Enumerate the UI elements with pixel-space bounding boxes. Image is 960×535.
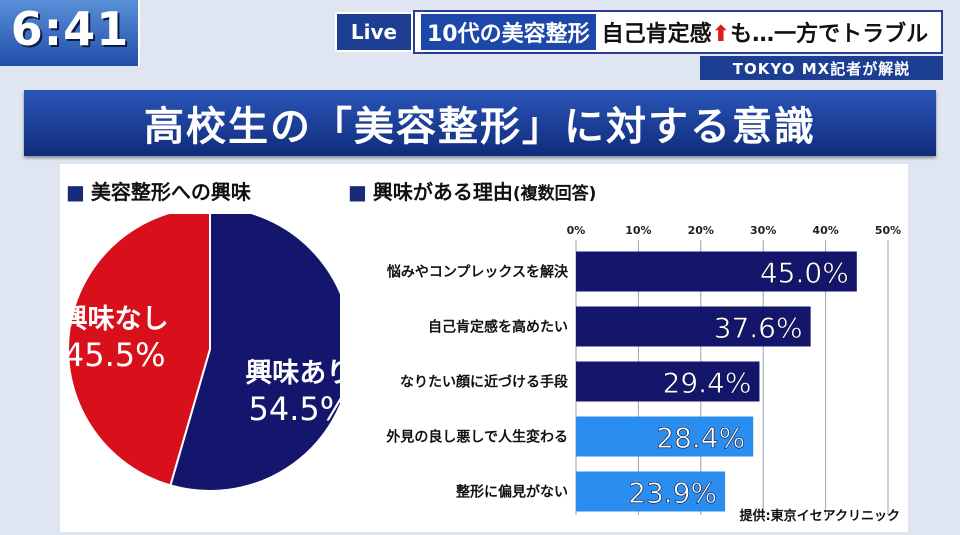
bar-chart: 0% 10% 20% 30% 40% 50% 悩みやコンプレックスを解決 45.0% 自己肯定感… xyxy=(386,224,901,515)
x-tick-label: 40% xyxy=(812,224,838,237)
bar-value-label: 45.0% xyxy=(760,257,849,290)
bar-value-label: 29.4% xyxy=(663,367,752,400)
pie-slice-value: 54.5% xyxy=(248,390,340,428)
square-bullet-icon: ■ xyxy=(348,180,367,204)
bar-section-note: (複数回答) xyxy=(512,184,597,204)
pie-slice-2 xyxy=(67,214,211,487)
clock-panel: 6:41 xyxy=(0,0,140,66)
up-arrow-icon: ⬆ xyxy=(711,22,731,47)
bar-category-label: 整形に偏見がない xyxy=(455,484,568,501)
bar-4 xyxy=(576,416,754,457)
headline-text-after: も…一方でトラブル xyxy=(730,22,929,47)
bar-category-label: 外見の良し悪しで人生変わる xyxy=(386,429,568,446)
title-banner: 高校生の「美容整形」に対する意識 xyxy=(24,90,936,156)
pie-slice-value: 45.5% xyxy=(64,336,166,374)
headline-text: 自己肯定感⬆も…一方でトラブル xyxy=(602,16,928,48)
bar-5 xyxy=(576,471,726,512)
pie-section-title-text: 美容整形への興味 xyxy=(90,180,251,204)
pie-slice-1 xyxy=(169,214,340,492)
bar-category-label: なりたい顔に近づける手段 xyxy=(400,374,568,391)
headline-tag: 10代の美容整形 xyxy=(421,14,596,50)
bar-3 xyxy=(576,361,760,402)
bar-section-title: ■ 興味がある理由(複数回答) xyxy=(348,176,596,205)
reporter-caption: TOKYO MX記者が解説 xyxy=(700,56,943,80)
bar-category-label: 自己肯定感を高めたい xyxy=(428,319,568,336)
credit-text: 提供:東京イセアクリニック xyxy=(739,509,900,524)
content-panel: ■ 美容整形への興味 ■ 興味がある理由(複数回答) 興味あり 54.5% 興味なし 45… xyxy=(60,164,908,532)
pie-slice-label: 興味なし xyxy=(61,304,169,335)
bar-value-label: 23.9% xyxy=(628,477,717,510)
bar-2 xyxy=(576,306,811,347)
x-tick-label: 20% xyxy=(688,224,714,237)
live-badge: Live xyxy=(335,12,413,52)
pie-slice-label: 興味あり xyxy=(245,358,340,389)
headline-text-before: 自己肯定感 xyxy=(601,22,712,47)
x-tick-label: 0% xyxy=(567,224,586,237)
x-tick-label: 50% xyxy=(875,224,901,237)
x-tick-label: 30% xyxy=(750,224,776,237)
headline-bar: 10代の美容整形 自己肯定感⬆も…一方でトラブル xyxy=(413,10,943,54)
clock-time: 6:41 xyxy=(10,2,130,56)
pie-section-title: ■ 美容整形への興味 xyxy=(66,176,251,205)
square-bullet-icon: ■ xyxy=(66,180,85,204)
bar-value-label: 37.6% xyxy=(714,312,803,345)
x-tick-label: 10% xyxy=(625,224,651,237)
bar-category-label: 悩みやコンプレックスを解決 xyxy=(387,264,569,281)
page-title: 高校生の「美容整形」に対する意識 xyxy=(144,104,816,150)
bar-1 xyxy=(576,251,857,292)
bar-section-title-text: 興味がある理由 xyxy=(372,180,513,204)
bar-value-label: 28.4% xyxy=(656,422,745,455)
